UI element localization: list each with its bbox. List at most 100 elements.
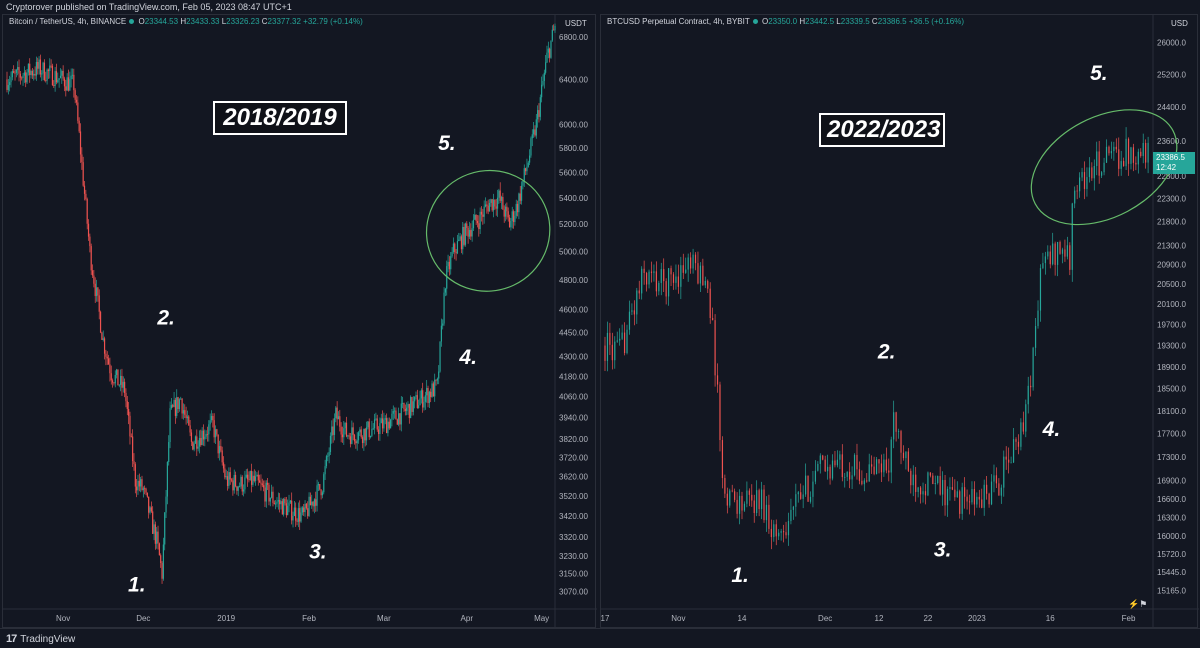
candle: [160, 553, 162, 568]
candle: [11, 69, 13, 81]
candle: [697, 251, 699, 285]
candle: [232, 477, 234, 496]
candle: [1049, 245, 1051, 269]
y-tick-label: 6000.00: [559, 120, 588, 129]
candle-body: [763, 489, 765, 521]
candle: [714, 314, 716, 387]
symbol-name[interactable]: Bitcoin / TetherUS, 4h, BINANCE: [9, 17, 127, 26]
candle: [336, 401, 338, 426]
candle: [805, 463, 807, 497]
candle-body: [690, 257, 692, 269]
candle-body: [496, 197, 499, 209]
last-price-tag[interactable]: 23386.5 12:42: [1153, 152, 1195, 174]
wave-label: 2.: [156, 307, 175, 330]
candle-body: [995, 475, 998, 484]
candle-body: [77, 102, 79, 121]
candle-body: [174, 399, 177, 416]
candle-body: [249, 470, 251, 480]
market-status-dot: [129, 19, 135, 24]
candle-body: [275, 503, 277, 505]
candle-body: [1039, 268, 1042, 311]
candle-body: [529, 155, 531, 163]
candle-body: [1003, 456, 1005, 488]
candle-body: [122, 381, 124, 388]
high-label: H: [180, 17, 187, 26]
candle-body: [320, 489, 322, 496]
candle: [819, 453, 821, 474]
candle: [506, 202, 508, 220]
flag-icon[interactable]: ⚑: [1139, 599, 1148, 609]
candle: [492, 193, 495, 218]
candle-body: [1076, 190, 1078, 192]
chart-panel-2018-2019[interactable]: 6800.00 6400.00 6000.00 5800.00 5600.00 5400.…: [2, 14, 597, 629]
candle: [1091, 162, 1093, 181]
candle: [34, 66, 36, 80]
candle-body: [83, 185, 86, 194]
candle-body: [232, 480, 234, 491]
chart-canvas-left[interactable]: 6800.00 6400.00 6000.00 5800.00 5600.00 5400.…: [3, 15, 597, 629]
change-value: +36.5 (+0.16%): [908, 17, 964, 26]
candle: [809, 491, 812, 504]
candle: [189, 419, 191, 437]
candle: [645, 271, 648, 292]
candle-body: [189, 425, 191, 433]
symbol-name[interactable]: BTCUSD Perpetual Contract, 4h, BYBIT: [607, 17, 750, 26]
candle-body: [312, 501, 314, 507]
tradingview-brand[interactable]: 17 TradingView: [6, 633, 75, 645]
candle-body: [1030, 385, 1032, 388]
candle-body: [883, 459, 885, 473]
candle-body: [277, 499, 279, 502]
candle-body: [553, 29, 555, 31]
candle-body: [13, 71, 15, 73]
lightning-icon[interactable]: ⚡: [1128, 599, 1140, 609]
candle: [38, 56, 40, 75]
candle-body: [653, 271, 655, 273]
chart-panel-2022-2023[interactable]: 26000.0 25200.0 24400.0 23600.0 22800.0 22300…: [600, 14, 1199, 629]
y-tick-label: 16600.0: [1157, 495, 1186, 504]
candle: [162, 537, 164, 581]
candle: [97, 287, 99, 302]
candle-body: [360, 429, 362, 438]
candle: [915, 466, 917, 502]
candle: [499, 182, 501, 203]
candle-body: [880, 463, 883, 473]
candle: [394, 407, 396, 419]
candle-body: [519, 193, 521, 201]
candle-body: [193, 443, 195, 450]
candle: [522, 180, 524, 190]
y-tick-label: 25200.0: [1157, 70, 1186, 79]
candle: [368, 418, 370, 440]
candle: [385, 413, 388, 434]
candle: [296, 518, 298, 526]
candle: [440, 318, 442, 347]
candle-body: [419, 398, 421, 406]
candle: [510, 217, 512, 231]
candle-body: [359, 429, 361, 433]
candle: [253, 469, 255, 483]
candle-body: [201, 430, 203, 446]
candle: [1123, 157, 1125, 167]
chart-canvas-right[interactable]: 26000.0 25200.0 24400.0 23600.0 22800.0 22300…: [601, 15, 1199, 629]
candle: [212, 413, 214, 428]
candle: [377, 426, 380, 441]
candle-body: [240, 476, 242, 487]
candle: [185, 406, 187, 425]
candle-body: [538, 110, 540, 117]
candle-body: [345, 422, 348, 437]
candle-body: [26, 72, 28, 83]
close-value: 23386.5: [877, 17, 907, 26]
candle: [451, 247, 453, 258]
wave-label: 3.: [934, 539, 952, 562]
candle: [986, 475, 988, 500]
candle: [1069, 242, 1071, 276]
candle: [186, 410, 189, 424]
candle: [51, 63, 54, 86]
candle-body: [1056, 242, 1059, 265]
candle: [981, 488, 983, 509]
candle: [285, 496, 287, 518]
candle-body: [79, 131, 82, 155]
candle: [456, 234, 459, 255]
candle: [410, 395, 412, 419]
candle-body: [1000, 487, 1002, 496]
candle: [942, 471, 944, 506]
